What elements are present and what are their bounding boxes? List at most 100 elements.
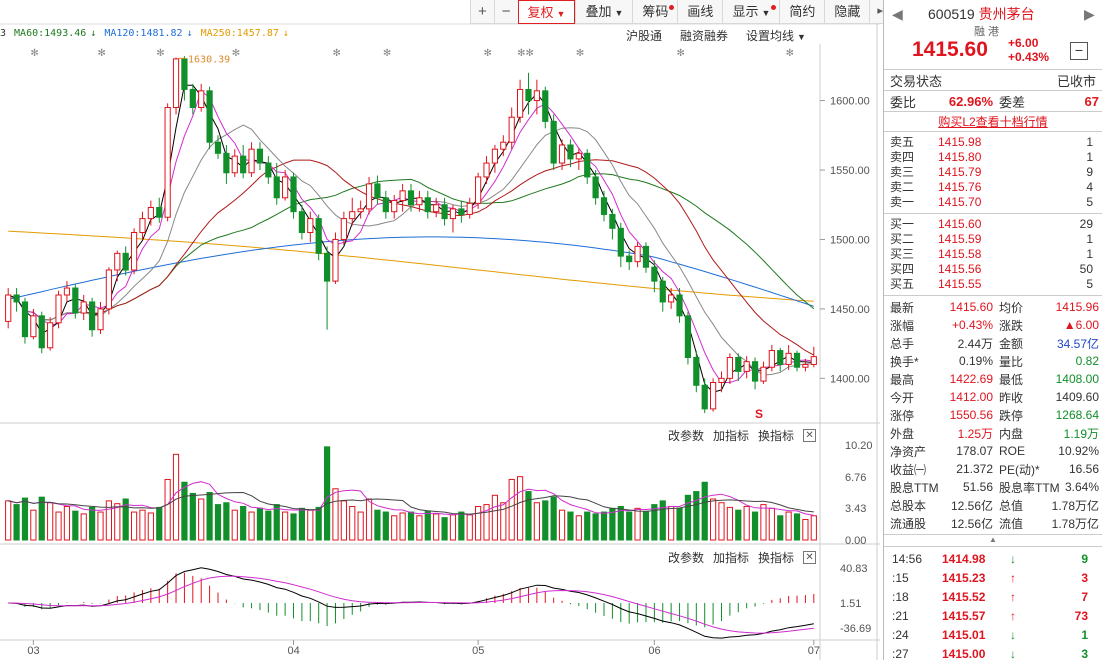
order-row: 卖三 1415.79 9 bbox=[884, 165, 1102, 180]
chevron-down-icon: ▼ bbox=[614, 8, 624, 18]
down-arrow-icon: ↓ bbox=[1010, 646, 1016, 660]
candle bbox=[760, 366, 767, 382]
stat-value: 3.64% bbox=[1064, 480, 1099, 494]
volume-bar bbox=[584, 511, 591, 541]
candle bbox=[424, 197, 431, 213]
event-marker-icon[interactable]: ✻ bbox=[525, 48, 533, 59]
stat-label: PE(动)* bbox=[999, 462, 1040, 477]
margin-link[interactable]: 融资融券 bbox=[680, 29, 729, 43]
remove-watchlist-button[interactable]: − bbox=[1070, 42, 1088, 60]
tick-row: :24 1415.01 ↓ 1 bbox=[884, 625, 1102, 644]
tick-volume: 1 bbox=[1081, 627, 1088, 642]
ma-legend-text: MA250:1457.87 bbox=[200, 28, 279, 39]
collapse-icon[interactable]: ▸▸ bbox=[869, 0, 895, 24]
macd-switch-indicator-button[interactable]: 换指标 bbox=[758, 551, 795, 565]
hgt-link[interactable]: 沪股通 bbox=[626, 29, 663, 43]
volume-bar bbox=[642, 511, 650, 541]
toolbar-button-6[interactable]: 隐藏 bbox=[824, 0, 869, 24]
event-marker-icon[interactable]: ✻ bbox=[30, 48, 38, 59]
toolbar-button-5[interactable]: 简约 bbox=[779, 0, 824, 24]
close-icon[interactable]: ✕ bbox=[803, 429, 817, 442]
order-price: 1415.56 bbox=[938, 262, 982, 276]
volume-bar bbox=[793, 513, 801, 541]
x-axis-label: 03 bbox=[27, 645, 39, 657]
expand-icon[interactable]: ▲ bbox=[884, 535, 1102, 547]
dividend-marker-icon[interactable]: S bbox=[755, 407, 763, 421]
order-level: 卖四 bbox=[890, 150, 915, 164]
tick-row: :15 1415.23 ↑ 3 bbox=[884, 568, 1102, 587]
event-marker-icon[interactable]: ✻ bbox=[677, 48, 685, 59]
volume-bar bbox=[449, 514, 457, 541]
candle bbox=[525, 88, 532, 102]
change-percent: +0.43% bbox=[1008, 50, 1050, 64]
stat-value: 1415.60 bbox=[949, 300, 993, 314]
event-marker-icon[interactable]: ✻ bbox=[98, 48, 106, 59]
vol-switch-indicator-button[interactable]: 换指标 bbox=[758, 429, 795, 443]
toolbar-button-1[interactable]: 叠加 ▼ bbox=[575, 0, 632, 24]
candle bbox=[449, 208, 457, 220]
candle bbox=[130, 232, 138, 271]
order-volume: 1 bbox=[1086, 135, 1093, 149]
stat-row: 最新 1415.60 均价 1415.96 bbox=[884, 298, 1102, 316]
volume-bar bbox=[30, 509, 37, 541]
candle bbox=[47, 322, 54, 349]
macd-add-indicator-button[interactable]: 加指标 bbox=[713, 551, 750, 565]
toolbar-button-2[interactable]: 筹码 bbox=[632, 0, 677, 24]
event-marker-icon[interactable]: ✻ bbox=[786, 48, 794, 59]
candle bbox=[550, 120, 557, 164]
high-marker-label: 1630.39 bbox=[188, 54, 230, 65]
next-stock-icon[interactable]: ▶ bbox=[1084, 6, 1095, 22]
volume-bar bbox=[441, 517, 448, 541]
volume-bar bbox=[558, 509, 566, 541]
zoom-out-button[interactable]: − bbox=[493, 0, 518, 24]
volume-bar bbox=[332, 488, 339, 541]
event-marker-icon[interactable]: ✻ bbox=[383, 48, 391, 59]
event-marker-icon[interactable]: ✻ bbox=[156, 48, 164, 59]
volume-bar bbox=[475, 505, 482, 541]
candle bbox=[147, 207, 154, 220]
ma-settings-link[interactable]: 设置均线 ▼ bbox=[746, 27, 806, 44]
toolbar-button-3[interactable]: 画线 bbox=[677, 0, 722, 24]
stat-value: 10.92% bbox=[1058, 444, 1099, 458]
zoom-in-button[interactable]: + bbox=[470, 0, 494, 24]
vol-add-indicator-button[interactable]: 加指标 bbox=[713, 429, 750, 443]
volume-bar bbox=[592, 513, 599, 541]
candle bbox=[500, 141, 507, 150]
candle bbox=[508, 116, 515, 143]
prev-stock-icon[interactable]: ◀ bbox=[892, 6, 903, 22]
volume-bar bbox=[768, 507, 775, 541]
order-level: 买五 bbox=[890, 277, 915, 291]
macd-edit-params-button[interactable]: 改参数 bbox=[668, 551, 705, 565]
stat-label: 总值 bbox=[999, 498, 1024, 513]
volume-bar bbox=[189, 492, 196, 541]
candle bbox=[642, 245, 650, 268]
candle bbox=[307, 218, 314, 234]
event-marker-icon[interactable]: ✻ bbox=[576, 48, 584, 59]
event-marker-icon[interactable]: ✻ bbox=[484, 48, 492, 59]
y-axis-label: 1550.00 bbox=[830, 165, 870, 177]
stat-row: 今开 1412.00 昨收 1409.60 bbox=[884, 388, 1102, 406]
volume-bar bbox=[315, 506, 322, 541]
close-icon[interactable]: ✕ bbox=[803, 551, 817, 564]
vol-edit-params-button[interactable]: 改参数 bbox=[668, 429, 705, 443]
up-arrow-icon: ↑ bbox=[1010, 570, 1016, 585]
order-volume: 9 bbox=[1086, 165, 1093, 179]
volume-bar bbox=[659, 500, 666, 541]
candle bbox=[659, 280, 666, 303]
event-marker-icon[interactable]: ✻ bbox=[232, 48, 240, 59]
ma-settings-label: 设置均线 bbox=[746, 29, 795, 43]
stat-value: 1.19万 bbox=[1063, 426, 1099, 441]
candle bbox=[533, 90, 540, 102]
toolbar-button-4[interactable]: 显示 ▼ bbox=[722, 0, 779, 24]
event-marker-icon[interactable]: ✻ bbox=[332, 48, 340, 59]
buy-l2-link[interactable]: 购买L2查看十档行情 bbox=[938, 115, 1048, 129]
quote-panel: ◀ 600519 贵州茅台 ▶ 融港 1415.60 +6.00 +0.43% −… bbox=[883, 0, 1102, 660]
candle bbox=[13, 294, 20, 303]
volume-panel-toolbar: 改参数 加指标 换指标 ✕ bbox=[668, 427, 817, 444]
macd-panel-toolbar: 改参数 加指标 换指标 ✕ bbox=[668, 549, 817, 566]
toolbar-button-0[interactable]: 复权 ▼ bbox=[517, 0, 576, 24]
event-marker-icon[interactable]: ✻ bbox=[517, 48, 525, 59]
volume-bar bbox=[710, 498, 717, 541]
volume-bar bbox=[701, 481, 708, 541]
